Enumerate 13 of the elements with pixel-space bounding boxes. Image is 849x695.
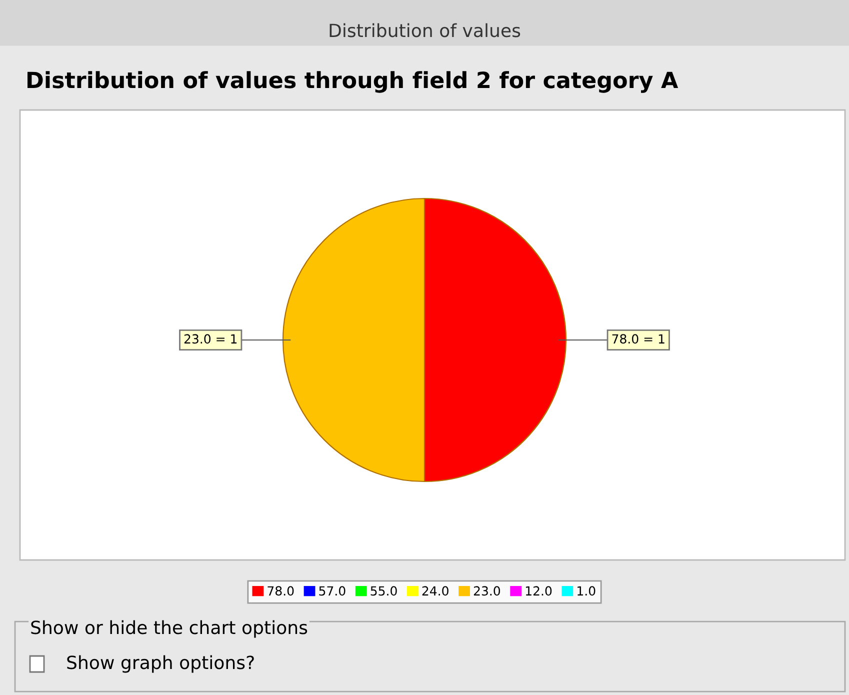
legend-label: 23.0 — [474, 586, 500, 596]
legend-label: 24.0 — [422, 586, 448, 596]
legend-label: 1.0 — [578, 586, 596, 596]
legend-label: 55.0 — [370, 586, 397, 596]
text: Show or hide the chart options — [31, 620, 308, 638]
data-label: 78.0 = 1 — [612, 334, 664, 344]
text: Show graph options? — [67, 655, 254, 673]
legend-label: 78.0 — [268, 586, 294, 596]
data-label: 23.0 = 1 — [184, 334, 237, 344]
chart-title: Distribution of values through field 2 for category A — [28, 71, 678, 93]
legend-label: 12.0 — [526, 586, 552, 596]
legend-label: 57.0 — [319, 586, 346, 596]
text: Distribution of values — [330, 23, 520, 38]
